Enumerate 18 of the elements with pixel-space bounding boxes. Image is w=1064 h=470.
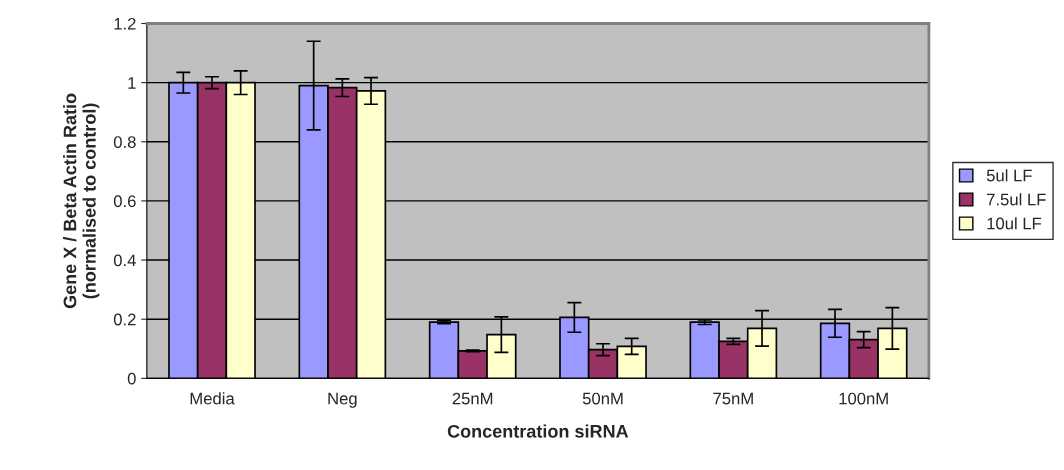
y-tick-label: 0.8 (113, 136, 136, 148)
x-tick-label: 25nM (452, 392, 493, 405)
y-tick-label: 1 (128, 77, 136, 89)
y-tick-label: 1.2 (114, 17, 136, 30)
y-tick-label: 0 (127, 372, 136, 385)
x-tick-label: Media (190, 392, 235, 405)
x-tick-label: Neg (328, 392, 357, 408)
y-tick-label: 0.6 (113, 195, 136, 208)
y-tick-label: 0.2 (113, 313, 136, 326)
legend-label: 7.5ul LF (987, 193, 1046, 206)
y-tick-label: 0.4 (113, 254, 136, 267)
x-tick-label: 50nM (582, 392, 623, 405)
legend-label: 5ul LF (986, 169, 1032, 182)
x-tick-label: 75nM (713, 392, 753, 405)
legend-label: 10ul LF (987, 217, 1042, 230)
x-tick-label: 100nM (839, 392, 888, 405)
y-axis-title: Gene X / Beta Actin Ratio (normalised to control) (63, 93, 100, 309)
x-axis-title: Concentration siRNA (447, 424, 629, 438)
